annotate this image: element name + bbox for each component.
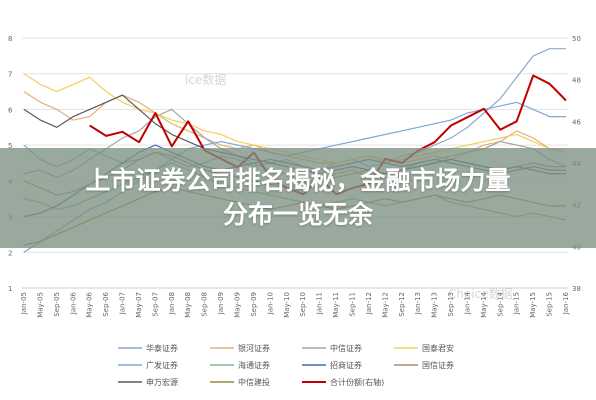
x-axis-tick-label: May-14	[480, 291, 488, 317]
legend-label: 申万宏源	[146, 377, 178, 387]
x-axis-tick-label: Sep-05	[53, 292, 61, 317]
x-axis-tick-label: May-05	[36, 292, 44, 318]
x-axis-tick-label: Sep-15	[546, 292, 554, 317]
x-axis-tick-label: Sep-14	[496, 291, 504, 316]
right-axis-tick-label: 38	[572, 285, 581, 293]
x-axis: Jan-05 May-05 Sep-05 Jan-06 May-06 Sep-06 Jan-…	[20, 287, 570, 318]
x-axis-tick-label: Jan-05	[20, 292, 28, 315]
left-axis-tick-label: 7	[8, 71, 12, 79]
x-axis-tick-label: Sep-11	[348, 292, 356, 317]
headline-banner: 上市证券公司排名揭秘，金融市场力量 分布一览无余	[0, 148, 596, 248]
x-axis-tick-label: Jan-16	[562, 291, 570, 315]
x-axis-tick-label: Jan-13	[414, 292, 422, 315]
left-axis-tick-label: 8	[8, 35, 12, 43]
x-axis-tick-label: Sep-07	[151, 292, 159, 317]
x-axis-tick-label: Jan-08	[168, 292, 176, 315]
right-axis-tick-label: 50	[572, 35, 581, 43]
x-axis-tick-label: May-07	[135, 292, 143, 318]
headline-line-1: 上市证券公司排名揭秘，金融市场力量	[85, 166, 511, 195]
x-axis-tick-label: Sep-06	[102, 291, 110, 316]
x-axis-tick-label: May-15	[529, 292, 537, 318]
x-axis-tick-label: Jan-11	[316, 292, 324, 315]
x-axis-tick-label: May-13	[431, 292, 439, 318]
x-axis-tick-label: May-08	[184, 292, 192, 318]
headline-line-2: 分布一览无余	[222, 200, 373, 229]
left-axis-tick-label: 6	[8, 106, 13, 114]
x-axis-tick-label: Sep-10	[299, 292, 307, 317]
watermark-bottom: Choice数据	[448, 286, 513, 301]
x-axis-tick-label: May-12	[381, 292, 389, 318]
legend-label: 国信证券	[422, 360, 454, 370]
right-axis-tick-label: 48	[572, 77, 581, 85]
legend-label: 招商证券	[330, 360, 362, 370]
legend-label: 海通证券	[238, 360, 270, 370]
legend-label: 银河证券	[238, 343, 270, 353]
legend-label: 中信建投	[238, 377, 270, 387]
legend-label: 广发证券	[146, 360, 178, 370]
x-axis-tick-label: Jan-12	[365, 292, 373, 315]
left-axis-tick-label: 5	[8, 142, 12, 150]
legend-label: 国泰君安	[422, 343, 454, 353]
x-axis-tick-label: Jan-06	[69, 291, 77, 315]
x-axis-tick-label: Jan-10	[266, 292, 274, 315]
x-axis-tick-label: May-09	[234, 292, 242, 318]
x-axis-tick-label: Jan-15	[513, 292, 521, 315]
x-axis-tick-label: Jan-14	[463, 291, 471, 315]
x-axis-tick-label: May-06	[86, 291, 94, 317]
legend-label: 合计份额(右轴)	[330, 377, 384, 387]
watermark-top: ice数据	[185, 72, 226, 87]
x-axis-tick-label: May-10	[283, 292, 291, 318]
legend-label: 华泰证券	[146, 343, 178, 353]
x-axis-tick-label: May-11	[332, 292, 340, 318]
x-axis-tick-label: Sep-08	[201, 292, 209, 317]
left-axis-tick-label: 2	[8, 249, 12, 257]
right-axis-tick-label: 46	[572, 118, 581, 126]
left-axis-tick-label: 1	[8, 285, 12, 293]
x-axis-tick-label: Sep-13	[447, 292, 455, 317]
x-axis-tick-label: Sep-09	[250, 292, 258, 317]
legend-label: 中信证券	[330, 343, 362, 353]
x-axis-tick-label: Sep-12	[398, 292, 406, 317]
x-axis-tick-label: Jan-07	[119, 292, 127, 315]
x-axis-tick-label: Jan-09	[217, 292, 225, 315]
